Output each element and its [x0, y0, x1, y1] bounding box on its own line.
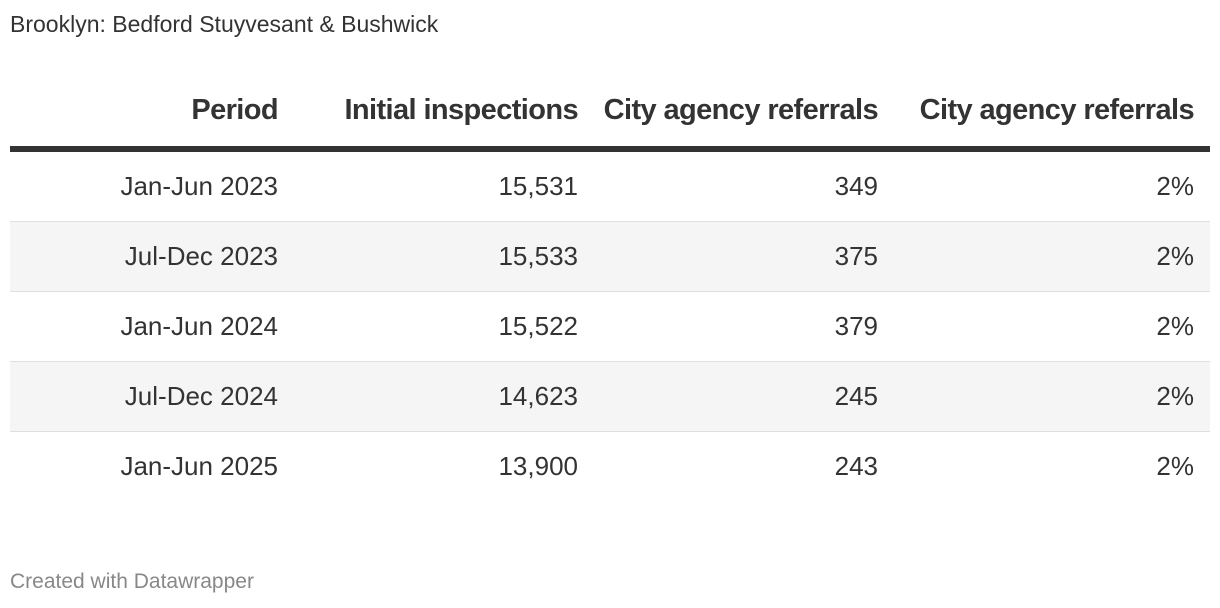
cell-initial-inspections: 15,531: [278, 149, 578, 222]
table-row: Jan-Jun 2024 15,522 379 2%: [10, 291, 1210, 362]
table-title: Brooklyn: Bedford Stuyvesant & Bushwick: [10, 11, 439, 37]
cell-referrals: 379: [578, 291, 878, 362]
column-header-city-agency-referrals[interactable]: City agency referrals: [578, 88, 879, 152]
cell-referrals-percent: 2%: [878, 291, 1210, 362]
cell-period: Jan-Jun 2023: [10, 149, 278, 222]
cell-period: Jul-Dec 2024: [10, 361, 278, 432]
table-header: Period Initial inspections City agency r…: [10, 88, 1210, 152]
cell-initial-inspections: 14,623: [278, 361, 578, 432]
cell-period: Jan-Jun 2024: [10, 291, 278, 362]
cell-initial-inspections: 15,533: [278, 221, 578, 292]
cell-referrals-percent: 2%: [878, 149, 1210, 222]
column-header-city-agency-referrals-percent[interactable]: City agency referrals: [878, 88, 1210, 152]
cell-period: Jul-Dec 2023: [10, 221, 278, 292]
datawrapper-credit[interactable]: Created with Datawrapper: [10, 570, 254, 593]
cell-referrals-percent: 2%: [878, 361, 1210, 432]
cell-referrals: 243: [834, 451, 878, 481]
table-row: Jan-Jun 2023 15,531 349 2%: [10, 149, 1210, 222]
cell-referrals-percent: 2%: [1156, 451, 1194, 481]
cell-period: Jan-Jun 2025: [120, 451, 278, 481]
table-row: Jul-Dec 2023 15,533 375 2%: [10, 221, 1210, 292]
table-row: Jul-Dec 2024 14,623 245 2%: [10, 361, 1210, 432]
cell-referrals: 349: [578, 149, 878, 222]
table-body: Jan-Jun 2023 15,531 349 2% Jul-Dec 2023 …: [10, 149, 1210, 501]
header-row: Period Initial inspections City agency r…: [10, 88, 1210, 152]
cell-initial-inspections: 15,522: [278, 291, 578, 362]
column-header-period[interactable]: Period: [10, 88, 279, 152]
cell-initial-inspections: 13,900: [498, 451, 578, 481]
cell-referrals: 375: [578, 221, 878, 292]
data-table: Period Initial inspections City agency r…: [10, 88, 1210, 501]
cell-referrals: 245: [578, 361, 878, 432]
cell-referrals-percent: 2%: [878, 221, 1210, 292]
column-header-initial-inspections[interactable]: Initial inspections: [278, 88, 579, 152]
table-row: Jan-Jun 2025 13,900 243 2%: [10, 432, 1210, 502]
